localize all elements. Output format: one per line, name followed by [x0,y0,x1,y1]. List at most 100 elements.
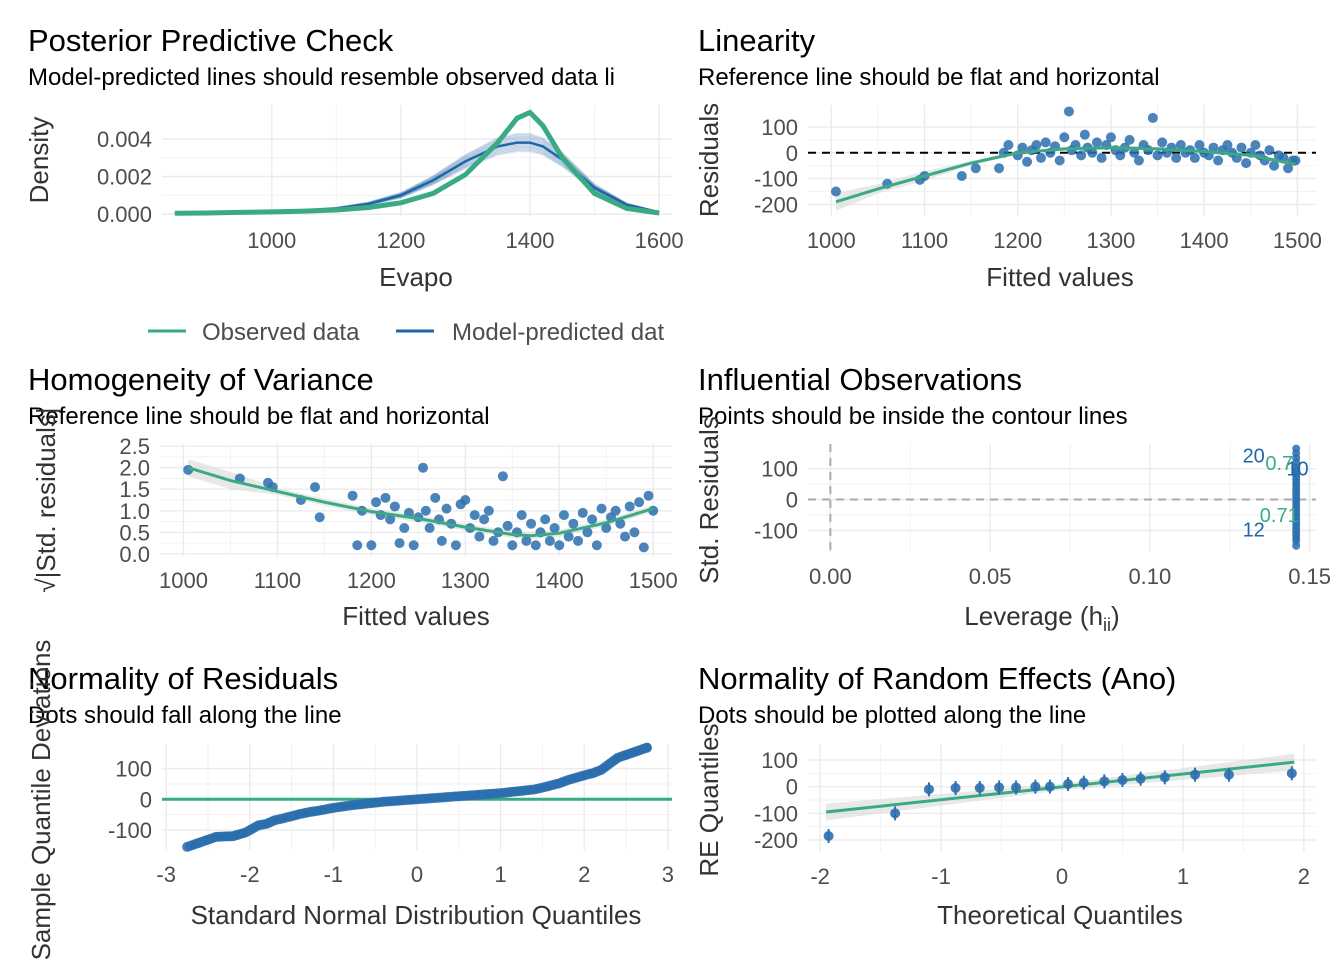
linearity-point [1147,112,1158,123]
re-point [1099,776,1110,787]
re-point [974,783,985,793]
linearity-xtick-label: 1000 [807,228,856,253]
homogeneity-xtick-label: 1300 [441,568,490,593]
linearity-xtick-label: 1500 [1273,228,1322,253]
linearity-point [1115,150,1126,161]
homogeneity-point [430,492,441,503]
homogeneity-xtick-label: 1000 [159,568,208,593]
re-ytick-label: 0 [786,775,798,800]
homogeneity-point [352,540,363,551]
homogeneity-point [540,514,551,525]
panel-linearity: Linearity Reference line should be flat … [694,23,1322,292]
linearity-point [1063,106,1074,117]
influential-xtick-label: 0.10 [1128,564,1171,589]
re-point [1030,781,1041,792]
re-xlabel: Theoretical Quantiles [937,900,1183,930]
linearity-subtitle: Reference line should be flat and horizo… [698,64,1160,91]
influential-ytick-label: 100 [761,457,798,482]
homogeneity-point [624,501,635,512]
homogeneity-ytick-label: 0.5 [119,520,150,545]
re-ylabel: RE Quantiles [694,723,724,876]
ppc-title: Posterior Predictive Check [28,23,394,58]
linearity-point [1017,142,1028,153]
homogeneity-ytick-label: 1.0 [119,499,150,524]
homogeneity-point [643,490,654,501]
homogeneity-point [591,540,602,551]
linearity-xtick-label: 1100 [901,228,948,253]
re-point [1078,777,1089,788]
legend-predicted-label: Model-predicted dat [452,319,664,346]
homogeneity-point [629,527,640,538]
homogeneity-point [424,523,435,533]
linearity-ytick-label: -200 [754,192,798,217]
homogeneity-point [526,518,537,529]
influential-xtick-label: 0.00 [809,564,852,589]
homogeneity-point [577,507,588,518]
ppc-predicted-draw-line [174,134,660,215]
homogeneity-point [521,535,532,546]
ppc-xtick-label: 1400 [505,228,554,253]
legend-observed-label: Observed data [202,319,360,346]
linearity-title: Linearity [698,23,816,58]
homogeneity-point [620,531,631,542]
homogeneity-point [366,540,377,551]
homogeneity-point [502,520,513,531]
homogeneity-point [469,510,480,521]
homogeneity-smooth-line [187,466,654,538]
re-ytick-label: 100 [761,748,798,773]
linearity-ytick-label: -100 [754,167,798,192]
qq-ytick-label: 100 [115,757,152,782]
homogeneity-point [408,540,419,551]
homogeneity-xlabel: Fitted values [342,601,489,631]
homogeneity-point [507,540,518,551]
linearity-point [994,163,1005,174]
linearity-ytick-label: 0 [786,141,798,166]
qq-xtick-label: 0 [411,862,423,887]
linearity-point [956,170,967,181]
re-point [1117,775,1128,785]
re-point [1011,782,1022,793]
homogeneity-point [587,514,598,525]
homogeneity-point [601,523,612,533]
homogeneity-title: Homogeneity of Variance [28,362,374,397]
linearity-xlabel: Fitted values [986,262,1133,292]
linearity-point [1036,152,1047,163]
qq-ytick-label: 0 [140,787,152,812]
influential-point [1292,541,1301,550]
ppc-xtick-label: 1200 [376,228,425,253]
homogeneity-point [483,505,494,516]
linearity-point [1222,140,1233,151]
linearity-point [1171,152,1182,163]
ppc-plot-area: 1000 1200 1400 1600 0.000 0.002 0.004 [97,105,684,253]
linearity-xtick-label: 1300 [1086,228,1135,253]
homogeneity-point [436,535,447,546]
qq-ytick-label: -100 [108,818,152,843]
influential-xlabel-main: Leverage (h [964,601,1103,631]
ppc-xtick-label: 1600 [635,228,684,253]
linearity-point [1124,134,1135,145]
homogeneity-point [549,523,560,533]
influential-xlabel-end: ) [1111,601,1120,631]
homogeneity-ylabel: √|Std. residuals| [31,407,61,592]
homogeneity-point [634,497,645,508]
homogeneity-point [310,482,321,493]
homogeneity-point [615,518,626,529]
influential-xlabel: Leverage (hii) [964,601,1119,635]
homogeneity-point [314,512,325,523]
homogeneity-point [582,527,593,538]
ppc-subtitle: Model-predicted lines should resemble ob… [28,64,615,91]
qq-plot-area: -3 -2 -1 0 1 2 3 -100 0 100 [108,742,674,887]
linearity-point [1241,158,1252,169]
re-ytick-label: -200 [754,828,798,853]
linearity-point [1133,155,1144,166]
linearity-point [1283,163,1294,174]
linearity-point [1129,147,1140,158]
linearity-point [1003,140,1014,151]
re-point [1159,772,1170,783]
homogeneity-point [385,514,396,525]
